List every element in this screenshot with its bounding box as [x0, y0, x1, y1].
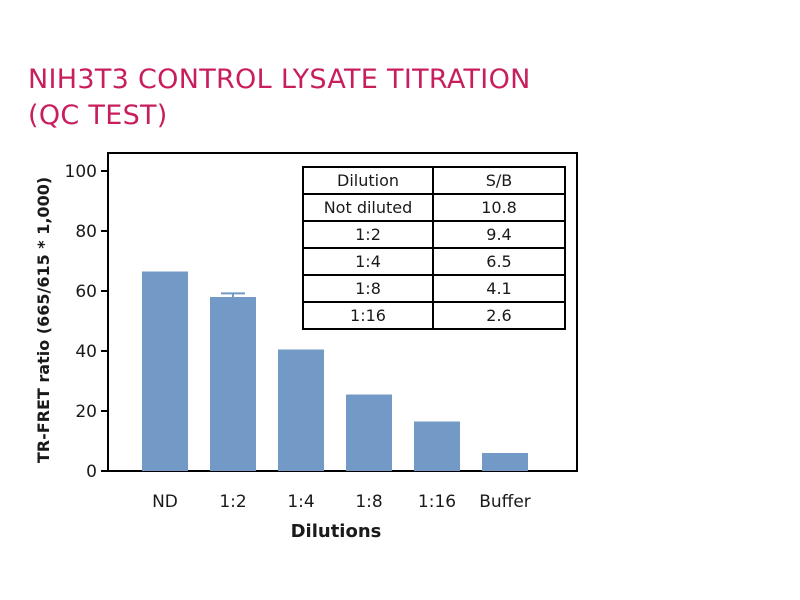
y-axis-label: TR-FRET ratio (665/615 * 1,000)	[34, 177, 53, 463]
y-tick-label: 40	[75, 342, 97, 362]
y-tick-label: 0	[86, 462, 97, 482]
bar	[346, 394, 392, 471]
table-header-row: Dilution S/B	[302, 166, 566, 195]
table-cell-sb: 10.8	[432, 193, 566, 222]
table-row: 1:4 6.5	[302, 247, 566, 276]
table-cell-dilution: 1:4	[302, 247, 434, 276]
y-tick-label: 60	[75, 282, 97, 302]
table-row: Not diluted 10.8	[302, 193, 566, 222]
table-cell-sb: 9.4	[432, 220, 566, 249]
y-tick-label: 20	[75, 402, 97, 422]
x-tick-label: Buffer	[479, 492, 531, 512]
chart-title-line-2: (QC TEST)	[28, 100, 168, 131]
chart-title-line-1: NIH3T3 CONTROL LYSATE TITRATION	[28, 64, 531, 95]
x-tick-label: 1:16	[418, 492, 456, 512]
table-cell-dilution: 1:8	[302, 274, 434, 303]
table-header-dilution: Dilution	[302, 166, 434, 195]
table-cell-sb: 2.6	[432, 301, 566, 330]
table-cell-dilution: Not diluted	[302, 193, 434, 222]
bar	[278, 349, 324, 471]
table-cell-dilution: 1:2	[302, 220, 434, 249]
x-tick-label: 1:8	[355, 492, 382, 512]
table-header-sb: S/B	[432, 166, 566, 195]
bar	[142, 271, 188, 471]
table-row: 1:8 4.1	[302, 274, 566, 303]
table-row: 1:16 2.6	[302, 301, 566, 330]
x-tick-label: 1:4	[287, 492, 314, 512]
plot-frame	[107, 152, 578, 472]
bar	[482, 453, 528, 471]
y-tick-label: 100	[65, 162, 97, 182]
x-axis-label: Dilutions	[291, 521, 382, 542]
bar	[210, 297, 256, 471]
signal-to-background-table: Dilution S/B Not diluted 10.8 1:2 9.4 1:…	[302, 166, 566, 330]
table-cell-sb: 4.1	[432, 274, 566, 303]
chart-title: NIH3T3 CONTROL LYSATE TITRATION (QC TEST…	[28, 62, 628, 134]
table-cell-sb: 6.5	[432, 247, 566, 276]
bar	[414, 421, 460, 471]
table-row: 1:2 9.4	[302, 220, 566, 249]
x-tick-label: ND	[152, 492, 178, 512]
x-tick-label: 1:2	[219, 492, 246, 512]
table-cell-dilution: 1:16	[302, 301, 434, 330]
y-tick-label: 80	[75, 222, 97, 242]
